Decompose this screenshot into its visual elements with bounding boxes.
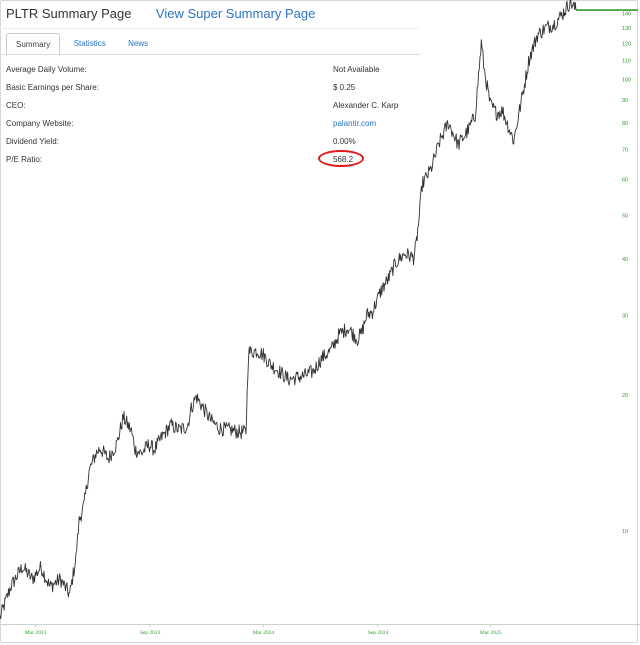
row-value-cell: palantir.com [333, 114, 398, 132]
y-tick-label: 50 [622, 213, 628, 219]
header-divider [0, 28, 420, 29]
super-summary-link[interactable]: View Super Summary Page [155, 6, 316, 21]
row-value: Not Available [333, 64, 380, 74]
row-value: $ 0.25 [333, 82, 356, 92]
row-value: 0.00% [333, 136, 356, 146]
tab-bar: Summary Statistics News [6, 33, 157, 56]
y-tick-label: 20 [622, 393, 628, 399]
x-tick-label: Sep 2023 [140, 630, 161, 636]
row-value: Alexander C. Karp [333, 100, 399, 110]
x-tick-label: Mar 2025 [480, 630, 502, 636]
table-row: Average Daily Volume: Not Available [6, 60, 398, 78]
row-label: Average Daily Volume: [6, 64, 87, 74]
page-title: PLTR Summary Page [6, 6, 132, 21]
price-series-line [0, 0, 577, 620]
row-label: P/E Ratio: [6, 154, 43, 164]
y-tick-label: 40 [622, 257, 628, 263]
y-tick-label: 110 [622, 59, 631, 65]
x-tick-label: Mar 2023 [25, 630, 47, 636]
y-tick-label: 130 [622, 26, 631, 32]
table-row: Basic Earnings per Share: $ 0.25 [6, 78, 398, 96]
table-row: Dividend Yield: 0.00% [6, 132, 398, 150]
y-tick-label: 70 [622, 147, 628, 153]
row-label: CEO: [6, 100, 26, 110]
row-label: Basic Earnings per Share: [6, 82, 99, 92]
table-row: Company Website: palantir.com [6, 114, 398, 132]
row-label: Dividend Yield: [6, 136, 59, 146]
y-tick-label: 100 [622, 77, 631, 83]
y-tick-label: 10 [622, 529, 628, 535]
table-row: CEO: Alexander C. Karp [6, 96, 398, 114]
y-tick-label: 30 [622, 314, 628, 320]
tab-news[interactable]: News [128, 39, 149, 48]
page-header: PLTR Summary Page View Super Summary Pag… [6, 5, 315, 23]
row-label: Company Website: [6, 118, 74, 128]
x-tick-label: Mar 2024 [253, 630, 275, 636]
tab-statistics[interactable]: Statistics [73, 39, 106, 48]
summary-table: Average Daily Volume: Not Available Basi… [6, 60, 398, 168]
y-tick-label: 120 [622, 42, 631, 48]
y-tick-label: 90 [622, 98, 628, 104]
y-tick-label: 140 [622, 11, 631, 17]
x-tick-label: Sep 2024 [368, 630, 389, 636]
tab-divider [0, 54, 420, 55]
pe-highlight-circle [318, 150, 364, 167]
y-tick-label: 60 [622, 178, 628, 184]
y-tick-label: 80 [622, 121, 628, 127]
company-website-link[interactable]: palantir.com [333, 118, 377, 128]
tab-summary[interactable]: Summary [6, 33, 61, 56]
